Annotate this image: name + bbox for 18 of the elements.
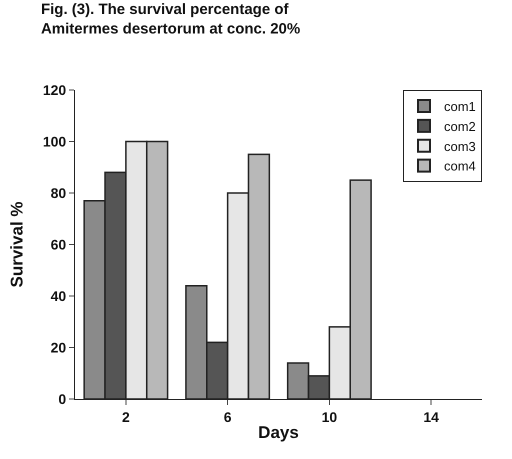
legend-label: com3 <box>444 138 476 154</box>
y-tick-label: 20 <box>50 339 66 356</box>
y-tick-label: 80 <box>50 184 66 201</box>
y-tick-label: 120 <box>42 82 66 98</box>
x-tick-label: 10 <box>322 408 338 425</box>
y-tick-label: 60 <box>50 236 66 252</box>
y-tick-label: 100 <box>42 133 66 150</box>
chart-title: Fig. (3). The survival percentage of Amitermes desertorum at conc. 20% <box>40 0 300 38</box>
y-axis-title: Survival % <box>7 202 26 288</box>
y-tick-label: 0 <box>58 390 66 407</box>
x-tick-label: 14 <box>423 408 440 425</box>
x-axis-title: Days <box>258 423 299 442</box>
legend-label: com2 <box>444 118 476 134</box>
y-tick-label: 40 <box>50 288 66 304</box>
x-tick-label: 6 <box>224 408 232 425</box>
x-tick-label: 2 <box>122 408 130 425</box>
legend-label: com4 <box>444 158 476 174</box>
legend-label: com1 <box>444 99 476 114</box>
